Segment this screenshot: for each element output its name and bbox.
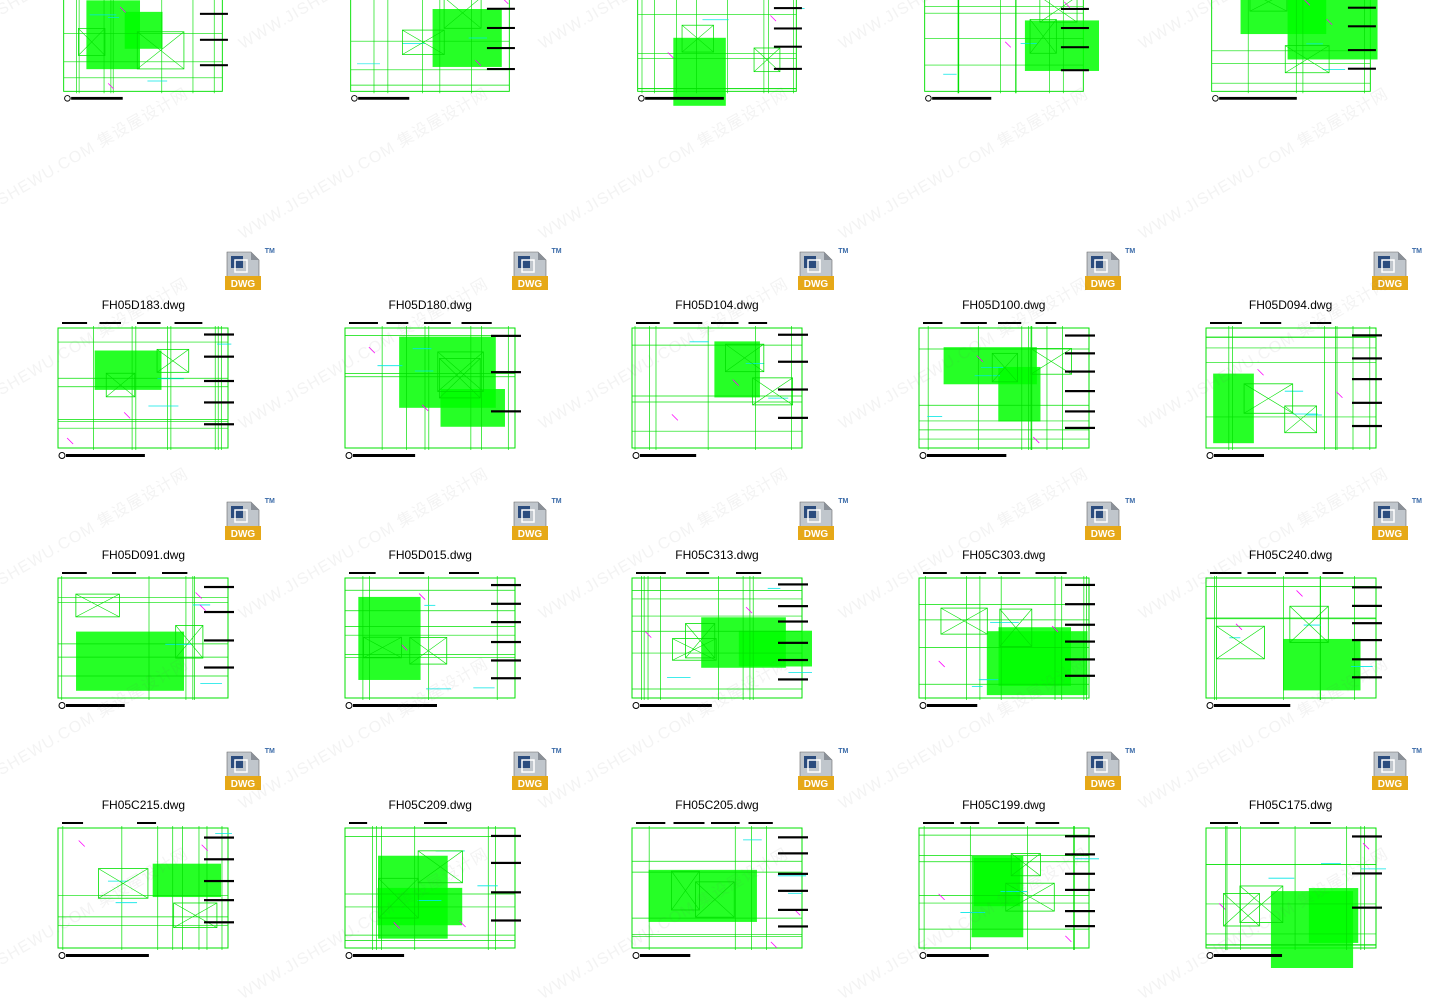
dwg-file-icon: DWG TM bbox=[223, 500, 263, 544]
svg-text:DWG: DWG bbox=[231, 279, 256, 290]
file-item[interactable]: DWG TM FH05D104.dwg bbox=[574, 250, 861, 500]
cad-preview-thumbnail[interactable] bbox=[48, 568, 238, 718]
file-name-label: FH05D015.dwg bbox=[389, 548, 472, 562]
file-name-label: FH05C303.dwg bbox=[962, 548, 1045, 562]
file-name-label: FH05C205.dwg bbox=[675, 798, 758, 812]
file-name-label: FH05D180.dwg bbox=[389, 298, 472, 312]
svg-text:DWG: DWG bbox=[1091, 279, 1116, 290]
dwg-file-icon: DWG TM bbox=[1370, 500, 1410, 544]
file-item[interactable]: DWG TM FH05C209.dwg bbox=[287, 750, 574, 1000]
file-name-label: FH05C199.dwg bbox=[962, 798, 1045, 812]
file-item[interactable]: DWG TM FH05C240.dwg bbox=[1147, 500, 1434, 750]
file-name-label: FH05C215.dwg bbox=[102, 798, 185, 812]
file-item[interactable]: DWG TM FH05D100.dwg bbox=[860, 250, 1147, 500]
file-name-label: FH05D094.dwg bbox=[1249, 298, 1332, 312]
dwg-file-icon: DWG TM bbox=[223, 750, 263, 794]
file-item[interactable]: DWG TM FH05D180.dwg bbox=[287, 250, 574, 500]
file-item[interactable]: DWG TM FH05D015.dwg bbox=[287, 500, 574, 750]
file-item[interactable]: DWG TM FH05C175.dwg bbox=[1147, 750, 1434, 1000]
file-item[interactable]: DWG TM FH05C205.dwg bbox=[574, 750, 861, 1000]
cad-preview-thumbnail[interactable] bbox=[1196, 568, 1386, 718]
dwg-file-icon: DWG TM bbox=[796, 250, 836, 294]
file-item[interactable]: DWG TM bbox=[574, 0, 861, 250]
svg-text:DWG: DWG bbox=[517, 529, 542, 540]
cad-preview-thumbnail[interactable] bbox=[335, 818, 525, 968]
dwg-file-icon: DWG TM bbox=[1083, 500, 1123, 544]
file-name-label: FH05D091.dwg bbox=[102, 548, 185, 562]
cad-preview-thumbnail[interactable] bbox=[909, 568, 1099, 718]
cad-preview-thumbnail[interactable] bbox=[48, 818, 238, 968]
file-item[interactable]: DWG TM FH05C303.dwg bbox=[860, 500, 1147, 750]
dwg-file-icon: DWG TM bbox=[510, 750, 550, 794]
file-item[interactable]: DWG TM bbox=[860, 0, 1147, 250]
svg-text:DWG: DWG bbox=[804, 529, 829, 540]
cad-preview-thumbnail[interactable] bbox=[48, 318, 238, 468]
file-item[interactable]: DWG TM FH05C199.dwg bbox=[860, 750, 1147, 1000]
cad-preview-thumbnail[interactable] bbox=[1196, 0, 1386, 110]
dwg-file-icon: DWG TM bbox=[510, 250, 550, 294]
svg-text:DWG: DWG bbox=[1378, 279, 1403, 290]
file-item[interactable]: DWG TM FH05D094.dwg bbox=[1147, 250, 1434, 500]
file-item[interactable]: DWG TM bbox=[287, 0, 574, 250]
cad-preview-thumbnail[interactable] bbox=[622, 318, 812, 468]
svg-text:DWG: DWG bbox=[804, 279, 829, 290]
cad-preview-thumbnail[interactable] bbox=[1196, 818, 1386, 968]
file-thumbnail-grid: DWG TM DWG TM DWG TM DWG TM DWG TM bbox=[0, 0, 1434, 1000]
cad-preview-thumbnail[interactable] bbox=[909, 318, 1099, 468]
cad-preview-thumbnail[interactable] bbox=[622, 568, 812, 718]
file-item[interactable]: DWG TM FH05C215.dwg bbox=[0, 750, 287, 1000]
file-name-label: FH05C209.dwg bbox=[389, 798, 472, 812]
dwg-file-icon: DWG TM bbox=[510, 500, 550, 544]
cad-preview-thumbnail[interactable] bbox=[335, 568, 525, 718]
dwg-file-icon: DWG TM bbox=[796, 500, 836, 544]
svg-text:DWG: DWG bbox=[231, 529, 256, 540]
cad-preview-thumbnail[interactable] bbox=[909, 818, 1099, 968]
svg-text:DWG: DWG bbox=[1378, 779, 1403, 790]
cad-preview-thumbnail[interactable] bbox=[48, 0, 238, 110]
cad-preview-thumbnail[interactable] bbox=[909, 0, 1099, 110]
file-name-label: FH05C175.dwg bbox=[1249, 798, 1332, 812]
dwg-file-icon: DWG TM bbox=[1370, 750, 1410, 794]
cad-preview-thumbnail[interactable] bbox=[622, 818, 812, 968]
file-item[interactable]: DWG TM FH05C313.dwg bbox=[574, 500, 861, 750]
svg-text:DWG: DWG bbox=[1378, 529, 1403, 540]
file-item[interactable]: DWG TM bbox=[0, 0, 287, 250]
svg-text:DWG: DWG bbox=[231, 779, 256, 790]
dwg-file-icon: DWG TM bbox=[1370, 250, 1410, 294]
svg-text:DWG: DWG bbox=[517, 779, 542, 790]
cad-preview-thumbnail[interactable] bbox=[335, 0, 525, 110]
cad-preview-thumbnail[interactable] bbox=[1196, 318, 1386, 468]
file-name-label: FH05D104.dwg bbox=[675, 298, 758, 312]
dwg-file-icon: DWG TM bbox=[1083, 250, 1123, 294]
svg-text:DWG: DWG bbox=[517, 279, 542, 290]
file-item[interactable]: DWG TM bbox=[1147, 0, 1434, 250]
svg-text:DWG: DWG bbox=[1091, 529, 1116, 540]
cad-preview-thumbnail[interactable] bbox=[622, 0, 812, 110]
file-name-label: FH05D183.dwg bbox=[102, 298, 185, 312]
file-name-label: FH05D100.dwg bbox=[962, 298, 1045, 312]
file-name-label: FH05C240.dwg bbox=[1249, 548, 1332, 562]
cad-preview-thumbnail[interactable] bbox=[335, 318, 525, 468]
dwg-file-icon: DWG TM bbox=[796, 750, 836, 794]
file-item[interactable]: DWG TM FH05D091.dwg bbox=[0, 500, 287, 750]
svg-text:DWG: DWG bbox=[1091, 779, 1116, 790]
dwg-file-icon: DWG TM bbox=[223, 250, 263, 294]
dwg-file-icon: DWG TM bbox=[1083, 750, 1123, 794]
svg-text:DWG: DWG bbox=[804, 779, 829, 790]
file-name-label: FH05C313.dwg bbox=[675, 548, 758, 562]
file-item[interactable]: DWG TM FH05D183.dwg bbox=[0, 250, 287, 500]
